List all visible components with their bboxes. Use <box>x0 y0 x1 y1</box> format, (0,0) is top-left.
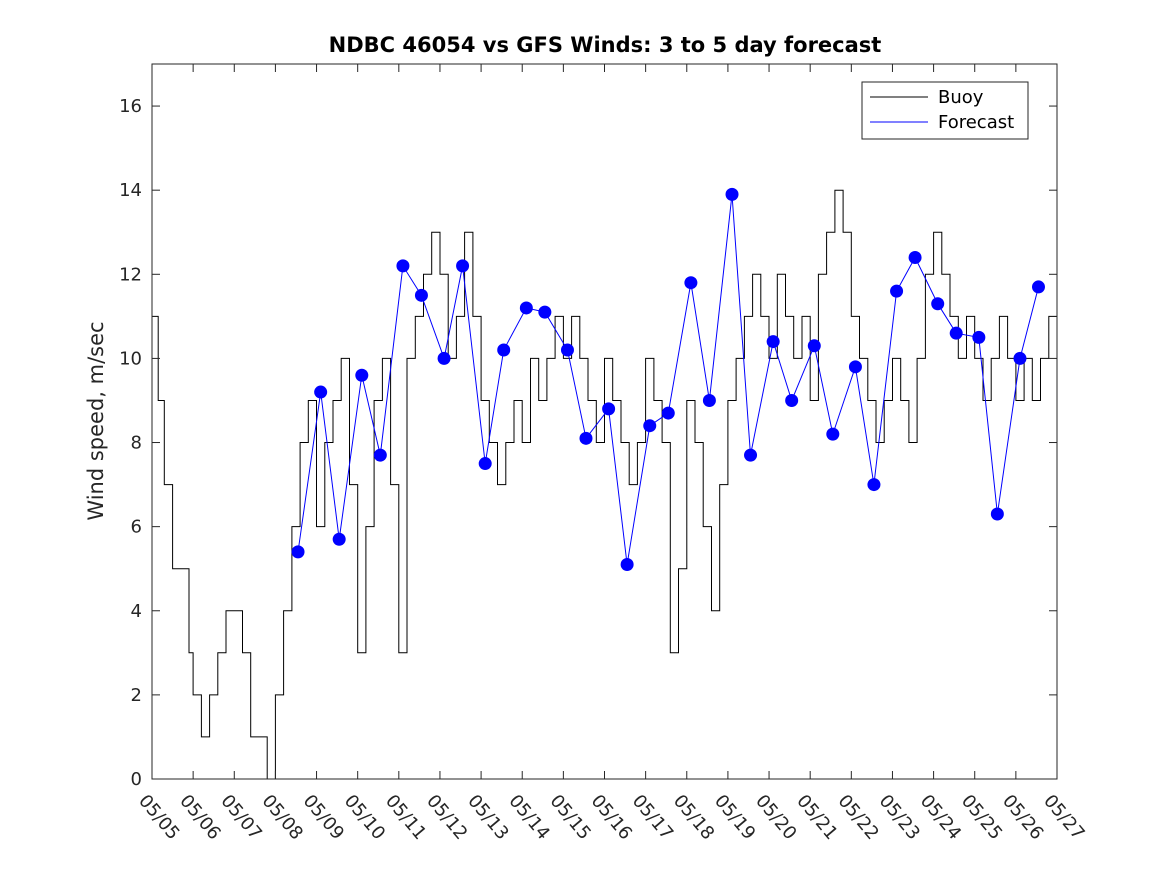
forecast-point <box>990 507 1004 521</box>
y-axis-label: Wind speed, m/sec <box>84 321 108 520</box>
legend: Buoy Forecast <box>861 81 1029 140</box>
forecast-point <box>456 259 470 273</box>
forecast-point <box>785 393 799 407</box>
legend-buoy-label: Buoy <box>938 87 984 108</box>
forecast-point <box>560 343 574 357</box>
forecast-point <box>867 478 881 492</box>
y-tick-label: 16 <box>119 96 142 117</box>
y-tick-label: 8 <box>131 433 142 454</box>
chart-title: NDBC 46054 vs GFS Winds: 3 to 5 day fore… <box>329 33 882 57</box>
forecast-point <box>497 343 511 357</box>
y-tick-label: 2 <box>131 685 142 706</box>
forecast-point <box>931 297 945 311</box>
y-tick-label: 4 <box>131 601 142 622</box>
forecast-point <box>1031 280 1045 294</box>
forecast-point <box>538 305 552 319</box>
forecast-point <box>519 301 533 315</box>
forecast-point <box>890 284 904 298</box>
y-tick-label: 14 <box>119 180 142 201</box>
legend-forecast-label: Forecast <box>938 112 1014 133</box>
forecast-point <box>643 419 657 433</box>
forecast-point <box>291 545 305 559</box>
buoy-series-layer <box>152 189 1058 780</box>
forecast-point <box>478 457 492 471</box>
forecast-point <box>725 187 739 201</box>
forecast-point <box>620 558 634 571</box>
forecast-point <box>908 250 922 264</box>
forecast-point <box>332 532 346 546</box>
y-tick-label: 12 <box>119 264 142 285</box>
forecast-point <box>314 385 328 399</box>
buoy-line <box>152 189 1058 780</box>
forecast-point <box>414 288 428 302</box>
forecast-point <box>355 368 369 382</box>
forecast-point <box>396 259 410 273</box>
forecast-point <box>848 360 862 374</box>
y-tick-label: 0 <box>131 769 142 790</box>
forecast-point <box>661 406 675 420</box>
legend-box <box>861 81 1029 140</box>
forecast-point <box>702 393 716 407</box>
forecast-point <box>826 427 840 441</box>
y-tick-label: 6 <box>131 517 142 538</box>
y-tick-label: 10 <box>119 348 142 369</box>
y-axis: 0 2 4 6 8 10 12 14 16 <box>119 96 1057 790</box>
forecast-point <box>602 402 616 416</box>
forecast-point <box>437 351 451 365</box>
forecast-point <box>972 330 986 344</box>
forecast-point <box>684 276 698 290</box>
forecast-point <box>766 335 780 349</box>
forecast-point <box>579 431 593 445</box>
forecast-point <box>373 448 387 462</box>
forecast-point <box>744 448 758 462</box>
forecast-point <box>1013 351 1027 365</box>
forecast-point <box>949 326 963 340</box>
forecast-points-layer <box>291 187 1045 571</box>
forecast-point <box>807 339 821 353</box>
